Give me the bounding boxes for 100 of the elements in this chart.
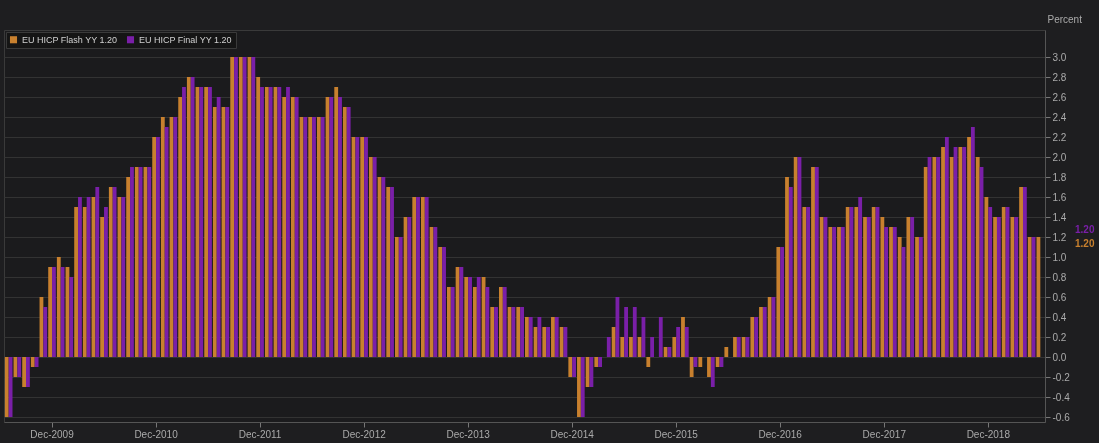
- bar: [598, 357, 602, 367]
- bar: [892, 227, 897, 357]
- bar: [918, 237, 923, 357]
- bar: [48, 267, 53, 357]
- bar: [494, 307, 498, 357]
- bar: [290, 97, 295, 357]
- bar: [468, 277, 472, 357]
- bar: [837, 227, 841, 357]
- y-tick-label: 1.6: [1052, 191, 1067, 203]
- bar: [715, 357, 720, 367]
- bar: [776, 247, 781, 357]
- y-tick-label: 3.0: [1052, 51, 1067, 63]
- bar: [710, 357, 715, 387]
- bar: [1027, 237, 1032, 357]
- bar: [294, 97, 299, 357]
- bar: [568, 357, 573, 377]
- bar: [993, 217, 997, 357]
- bar: [398, 237, 403, 357]
- bar: [762, 307, 767, 357]
- bar: [225, 107, 230, 357]
- bar: [156, 137, 160, 357]
- bar: [780, 247, 785, 357]
- bar: [858, 197, 863, 357]
- bar: [585, 357, 590, 387]
- bar: [811, 167, 815, 357]
- bar: [897, 237, 902, 357]
- bar: [464, 277, 469, 357]
- y-tick-label: 2.6: [1052, 91, 1067, 103]
- bar: [473, 287, 477, 357]
- bar: [17, 357, 22, 377]
- bar: [724, 347, 729, 357]
- bar: [108, 187, 113, 357]
- bar: [433, 227, 438, 357]
- bar: [854, 207, 859, 357]
- bar: [208, 87, 212, 357]
- bar: [238, 57, 243, 357]
- bar: [866, 217, 871, 357]
- text: 1.20: [1075, 238, 1095, 249]
- bar: [260, 87, 264, 357]
- bar: [360, 137, 365, 357]
- bar: [996, 217, 1001, 357]
- y-tick-label: 2.2: [1052, 131, 1067, 143]
- bar: [754, 317, 759, 357]
- bar: [970, 127, 975, 357]
- bar: [684, 327, 689, 357]
- x-tick-label: Dec-2010: [134, 428, 179, 440]
- bar: [975, 157, 980, 357]
- bar: [863, 217, 867, 357]
- bar: [329, 97, 334, 357]
- x-tick-label: Dec-2013: [446, 428, 491, 440]
- bar: [104, 207, 108, 357]
- legend-label: EU HICP Final YY 1.20: [139, 34, 232, 45]
- bar: [164, 127, 169, 357]
- bar: [932, 157, 937, 357]
- bar: [788, 187, 793, 357]
- bar: [320, 117, 325, 357]
- bar: [936, 157, 941, 357]
- bar: [372, 157, 377, 357]
- bar: [828, 227, 833, 357]
- bar: [941, 147, 945, 357]
- bar: [542, 327, 547, 357]
- y-tick-label: 1.8: [1052, 171, 1067, 183]
- bar: [658, 317, 663, 357]
- bar: [736, 337, 741, 357]
- bar: [334, 87, 339, 357]
- bar: [346, 107, 351, 357]
- y-tick-label: 0.4: [1052, 311, 1067, 323]
- bar: [577, 357, 581, 417]
- bar: [806, 207, 811, 357]
- bar: [182, 87, 186, 357]
- bar: [741, 337, 746, 357]
- bar: [785, 177, 789, 357]
- text: 1.20: [1075, 224, 1095, 235]
- bar: [256, 77, 261, 357]
- bar: [767, 297, 772, 357]
- bar: [485, 287, 490, 357]
- x-tick-label: Dec-2018: [966, 428, 1011, 440]
- y-tick-label: 0.6: [1052, 291, 1067, 303]
- bar: [52, 267, 56, 357]
- bar: [949, 157, 954, 357]
- bar: [502, 287, 507, 357]
- bar: [958, 147, 963, 357]
- bar: [1010, 217, 1015, 357]
- bar: [490, 307, 495, 357]
- bar: [82, 207, 87, 357]
- bar: [459, 267, 464, 357]
- bar: [424, 197, 429, 357]
- bar: [528, 317, 533, 357]
- bar: [533, 327, 538, 357]
- x-tick-label: Dec-2016: [758, 428, 803, 440]
- bar: [34, 357, 39, 367]
- bar: [802, 207, 807, 357]
- bar: [56, 257, 61, 357]
- bar: [450, 287, 455, 357]
- bar: [95, 187, 100, 357]
- bar: [152, 137, 157, 357]
- bar: [303, 117, 308, 357]
- bar: [43, 307, 48, 357]
- bar: [554, 317, 559, 357]
- bar: [216, 97, 221, 357]
